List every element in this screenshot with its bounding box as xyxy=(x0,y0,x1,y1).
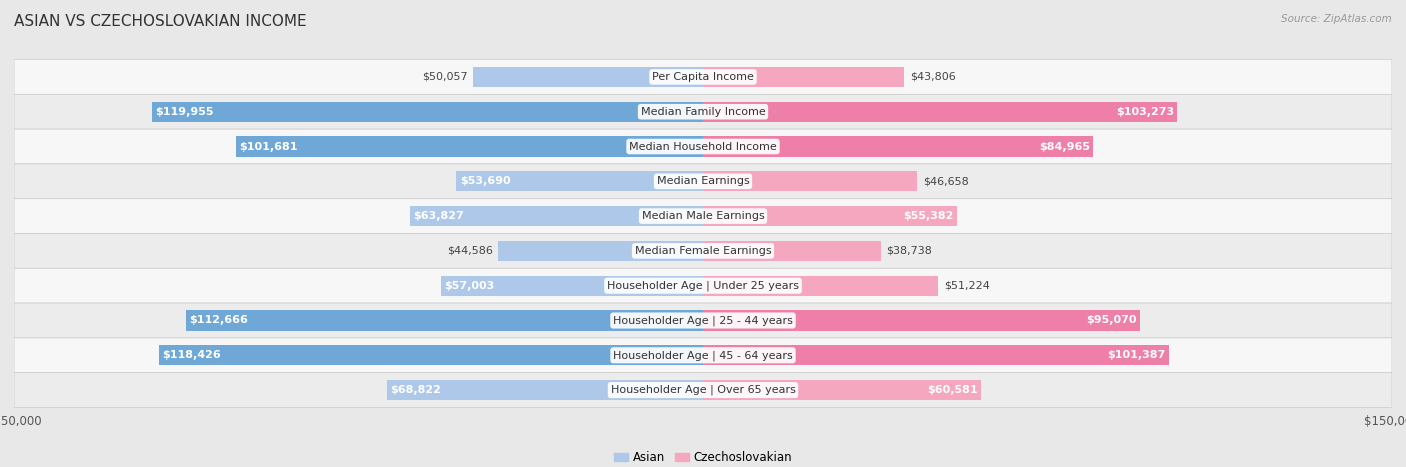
Bar xyxy=(441,276,703,296)
Text: Median Earnings: Median Earnings xyxy=(657,177,749,186)
FancyBboxPatch shape xyxy=(14,234,1392,269)
Bar xyxy=(387,380,703,400)
Text: Median Male Earnings: Median Male Earnings xyxy=(641,211,765,221)
Bar xyxy=(409,206,703,226)
Bar xyxy=(703,102,1177,122)
Text: $57,003: $57,003 xyxy=(444,281,495,290)
Bar xyxy=(703,380,981,400)
Text: $55,382: $55,382 xyxy=(904,211,953,221)
Bar xyxy=(703,276,938,296)
Bar xyxy=(457,171,703,191)
Bar xyxy=(703,345,1168,365)
Bar xyxy=(703,241,882,261)
Text: $112,666: $112,666 xyxy=(188,316,247,325)
Text: Householder Age | Under 25 years: Householder Age | Under 25 years xyxy=(607,281,799,291)
Text: Per Capita Income: Per Capita Income xyxy=(652,72,754,82)
Text: Householder Age | 45 - 64 years: Householder Age | 45 - 64 years xyxy=(613,350,793,361)
FancyBboxPatch shape xyxy=(14,303,1392,338)
FancyBboxPatch shape xyxy=(14,129,1392,164)
FancyBboxPatch shape xyxy=(14,338,1392,373)
Text: $63,827: $63,827 xyxy=(413,211,464,221)
Text: Householder Age | 25 - 44 years: Householder Age | 25 - 44 years xyxy=(613,315,793,326)
Text: $95,070: $95,070 xyxy=(1085,316,1136,325)
Bar xyxy=(703,206,957,226)
Text: $118,426: $118,426 xyxy=(163,350,221,360)
FancyBboxPatch shape xyxy=(14,373,1392,408)
Text: Median Female Earnings: Median Female Earnings xyxy=(634,246,772,256)
Text: Source: ZipAtlas.com: Source: ZipAtlas.com xyxy=(1281,14,1392,24)
Text: $51,224: $51,224 xyxy=(943,281,990,290)
Bar xyxy=(152,102,703,122)
FancyBboxPatch shape xyxy=(14,198,1392,234)
Bar xyxy=(236,136,703,156)
Text: $38,738: $38,738 xyxy=(886,246,932,256)
Bar xyxy=(472,67,703,87)
Text: $101,387: $101,387 xyxy=(1107,350,1166,360)
Text: $60,581: $60,581 xyxy=(927,385,977,395)
Text: $101,681: $101,681 xyxy=(239,142,298,151)
Text: $53,690: $53,690 xyxy=(460,177,510,186)
Text: Median Family Income: Median Family Income xyxy=(641,107,765,117)
Bar xyxy=(498,241,703,261)
Text: $103,273: $103,273 xyxy=(1116,107,1174,117)
FancyBboxPatch shape xyxy=(14,164,1392,198)
Bar xyxy=(703,67,904,87)
Legend: Asian, Czechoslovakian: Asian, Czechoslovakian xyxy=(609,446,797,467)
Text: $119,955: $119,955 xyxy=(156,107,214,117)
Text: $50,057: $50,057 xyxy=(422,72,468,82)
Text: Householder Age | Over 65 years: Householder Age | Over 65 years xyxy=(610,385,796,396)
FancyBboxPatch shape xyxy=(14,269,1392,303)
Text: $68,822: $68,822 xyxy=(391,385,441,395)
Bar xyxy=(703,171,917,191)
Text: Median Household Income: Median Household Income xyxy=(628,142,778,151)
Text: $84,965: $84,965 xyxy=(1039,142,1090,151)
Bar xyxy=(186,311,703,331)
Bar xyxy=(703,311,1140,331)
Text: $43,806: $43,806 xyxy=(910,72,956,82)
FancyBboxPatch shape xyxy=(14,59,1392,94)
FancyBboxPatch shape xyxy=(14,94,1392,129)
Bar xyxy=(703,136,1094,156)
Text: ASIAN VS CZECHOSLOVAKIAN INCOME: ASIAN VS CZECHOSLOVAKIAN INCOME xyxy=(14,14,307,29)
Text: $46,658: $46,658 xyxy=(922,177,969,186)
Text: $44,586: $44,586 xyxy=(447,246,492,256)
Bar xyxy=(159,345,703,365)
